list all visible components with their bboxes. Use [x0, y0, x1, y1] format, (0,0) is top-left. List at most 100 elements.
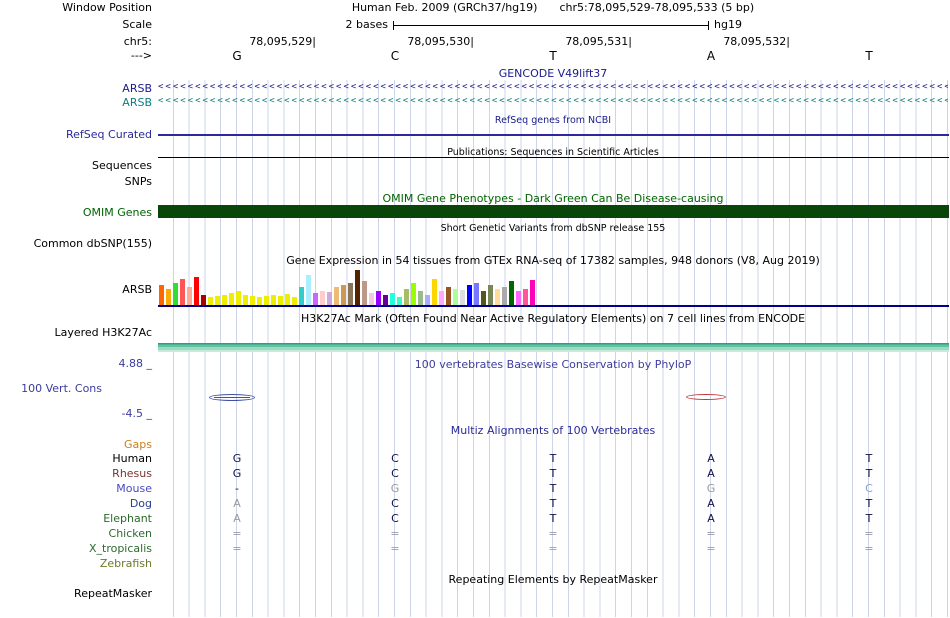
gtex-bar[interactable]: [166, 289, 171, 305]
gtex-bar[interactable]: [390, 293, 395, 305]
gtex-bar[interactable]: [397, 297, 402, 305]
gtex-bar[interactable]: [327, 292, 332, 305]
gtex-bar[interactable]: [523, 289, 528, 305]
gtex-bar[interactable]: [173, 283, 178, 305]
gtex-bar[interactable]: [418, 291, 423, 305]
gtex-bar[interactable]: [257, 297, 262, 305]
gtex-bar[interactable]: [285, 294, 290, 305]
gtex-bar[interactable]: [453, 289, 458, 305]
gtex-bar[interactable]: [306, 275, 311, 305]
gtex-bar[interactable]: [495, 289, 500, 305]
gene-label-arsb-1[interactable]: ARSB: [122, 82, 152, 95]
gtex-bar[interactable]: [411, 283, 416, 305]
repeatmasker-track-title[interactable]: Repeating Elements by RepeatMasker: [448, 573, 658, 586]
gencode-track-title[interactable]: GENCODE V49lift37: [498, 67, 608, 80]
coord-tick: 78,095,529|: [249, 35, 316, 48]
gtex-bar[interactable]: [516, 291, 521, 305]
gtex-bar[interactable]: [299, 287, 304, 305]
gtex-bar[interactable]: [348, 283, 353, 305]
gtex-bar[interactable]: [376, 291, 381, 305]
gtex-bar[interactable]: [481, 291, 486, 305]
species-label[interactable]: Human: [112, 452, 152, 465]
multiz-row: Mouse - G T G C: [0, 482, 950, 497]
sequences-item-line[interactable]: [158, 157, 949, 158]
gtex-bar[interactable]: [425, 295, 430, 305]
coord-tick: 78,095,531|: [565, 35, 632, 48]
species-label[interactable]: Chicken: [108, 527, 152, 540]
repeatmasker-label[interactable]: RepeatMasker: [74, 587, 152, 600]
dbsnp-label[interactable]: Common dbSNP(155): [33, 237, 152, 250]
species-label[interactable]: Mouse: [116, 482, 152, 495]
scale-label: Scale: [122, 18, 152, 31]
gtex-bar[interactable]: [404, 289, 409, 305]
gtex-bar[interactable]: [334, 287, 339, 305]
gtex-bar[interactable]: [383, 295, 388, 305]
species-label[interactable]: Dog: [129, 497, 152, 510]
gtex-bar[interactable]: [341, 285, 346, 305]
gtex-bars: [159, 270, 949, 305]
gtex-bar[interactable]: [250, 296, 255, 305]
gtex-bar[interactable]: [488, 285, 493, 305]
gtex-bar[interactable]: [509, 281, 514, 305]
gtex-bar[interactable]: [215, 296, 220, 305]
gencode-gene-arsb-1[interactable]: <<<<<<<<<<<<<<<<<<<<<<<<<<<<<<<<<<<<<<<<…: [158, 81, 948, 94]
gtex-bar[interactable]: [439, 291, 444, 305]
gtex-bar[interactable]: [432, 279, 437, 305]
gtex-bar[interactable]: [194, 277, 199, 305]
h3k27ac-signal[interactable]: [158, 343, 949, 352]
phylop-track-title[interactable]: 100 vertebrates Basewise Conservation by…: [414, 358, 692, 371]
gtex-bar[interactable]: [502, 287, 507, 305]
gtex-bar[interactable]: [208, 297, 213, 305]
gtex-bar[interactable]: [460, 290, 465, 305]
omim-track-title[interactable]: OMIM Gene Phenotypes - Dark Green Can Be…: [382, 192, 724, 205]
dbsnp-track-title[interactable]: Short Genetic Variants from dbSNP releas…: [440, 223, 666, 234]
align-base: =: [548, 542, 558, 555]
gene-label-arsb-2[interactable]: ARSB: [122, 96, 152, 109]
gtex-bar[interactable]: [362, 281, 367, 305]
gtex-bar[interactable]: [243, 295, 248, 305]
sequences-label[interactable]: Sequences: [92, 159, 152, 172]
gtex-bar[interactable]: [313, 293, 318, 305]
gtex-bar[interactable]: [320, 291, 325, 305]
gtex-bar[interactable]: [201, 295, 206, 305]
gtex-bar[interactable]: [159, 285, 164, 305]
multiz-track-title[interactable]: Multiz Alignments of 100 Vertebrates: [450, 424, 656, 437]
phylop-label[interactable]: 100 Vert. Cons: [21, 382, 102, 395]
species-label[interactable]: Rhesus: [112, 467, 152, 480]
gtex-bar[interactable]: [530, 280, 535, 305]
gtex-bar[interactable]: [271, 295, 276, 305]
gtex-bar[interactable]: [292, 297, 297, 305]
gtex-gene-label[interactable]: ARSB: [122, 283, 152, 296]
h3k27ac-label[interactable]: Layered H3K27Ac: [54, 326, 152, 339]
gtex-bar[interactable]: [264, 296, 269, 305]
gtex-bar[interactable]: [369, 293, 374, 305]
align-base: C: [391, 452, 399, 465]
gencode-gene-arsb-2[interactable]: <<<<<<<<<<<<<<<<<<<<<<<<<<<<<<<<<<<<<<<<…: [158, 95, 948, 108]
gtex-bar[interactable]: [278, 296, 283, 305]
gtex-bar[interactable]: [446, 287, 451, 305]
snps-label[interactable]: SNPs: [124, 175, 152, 188]
gtex-bar[interactable]: [229, 293, 234, 305]
omim-genes-bar[interactable]: [158, 205, 949, 218]
species-label[interactable]: X_tropicalis: [88, 542, 152, 555]
gtex-bar[interactable]: [467, 285, 472, 305]
gtex-bar[interactable]: [474, 283, 479, 305]
multiz-alignment: Human G C T A T Rhesus G C T A T Mouse - G T G C Dog A C T A T E…: [0, 452, 950, 572]
refseq-curated-label[interactable]: RefSeq Curated: [66, 128, 152, 141]
refseq-track-title[interactable]: RefSeq genes from NCBI: [494, 115, 612, 126]
gtex-bar[interactable]: [187, 287, 192, 305]
species-label[interactable]: Zebrafish: [99, 557, 152, 570]
gtex-track-title[interactable]: Gene Expression in 54 tissues from GTEx …: [286, 254, 820, 267]
gtex-bar[interactable]: [222, 295, 227, 305]
phylop-wiggle-left-red: [214, 397, 250, 398]
refseq-gene-line[interactable]: [158, 134, 949, 136]
species-label[interactable]: Elephant: [103, 512, 152, 525]
gaps-label[interactable]: Gaps: [124, 438, 152, 451]
gtex-bar[interactable]: [236, 291, 241, 305]
gtex-bar[interactable]: [180, 279, 185, 305]
publications-track-title[interactable]: Publications: Sequences in Scientific Ar…: [447, 147, 659, 158]
gtex-bar[interactable]: [355, 270, 360, 305]
h3k27ac-track-title[interactable]: H3K27Ac Mark (Often Found Near Active Re…: [300, 312, 806, 325]
omim-genes-label[interactable]: OMIM Genes: [82, 206, 152, 219]
